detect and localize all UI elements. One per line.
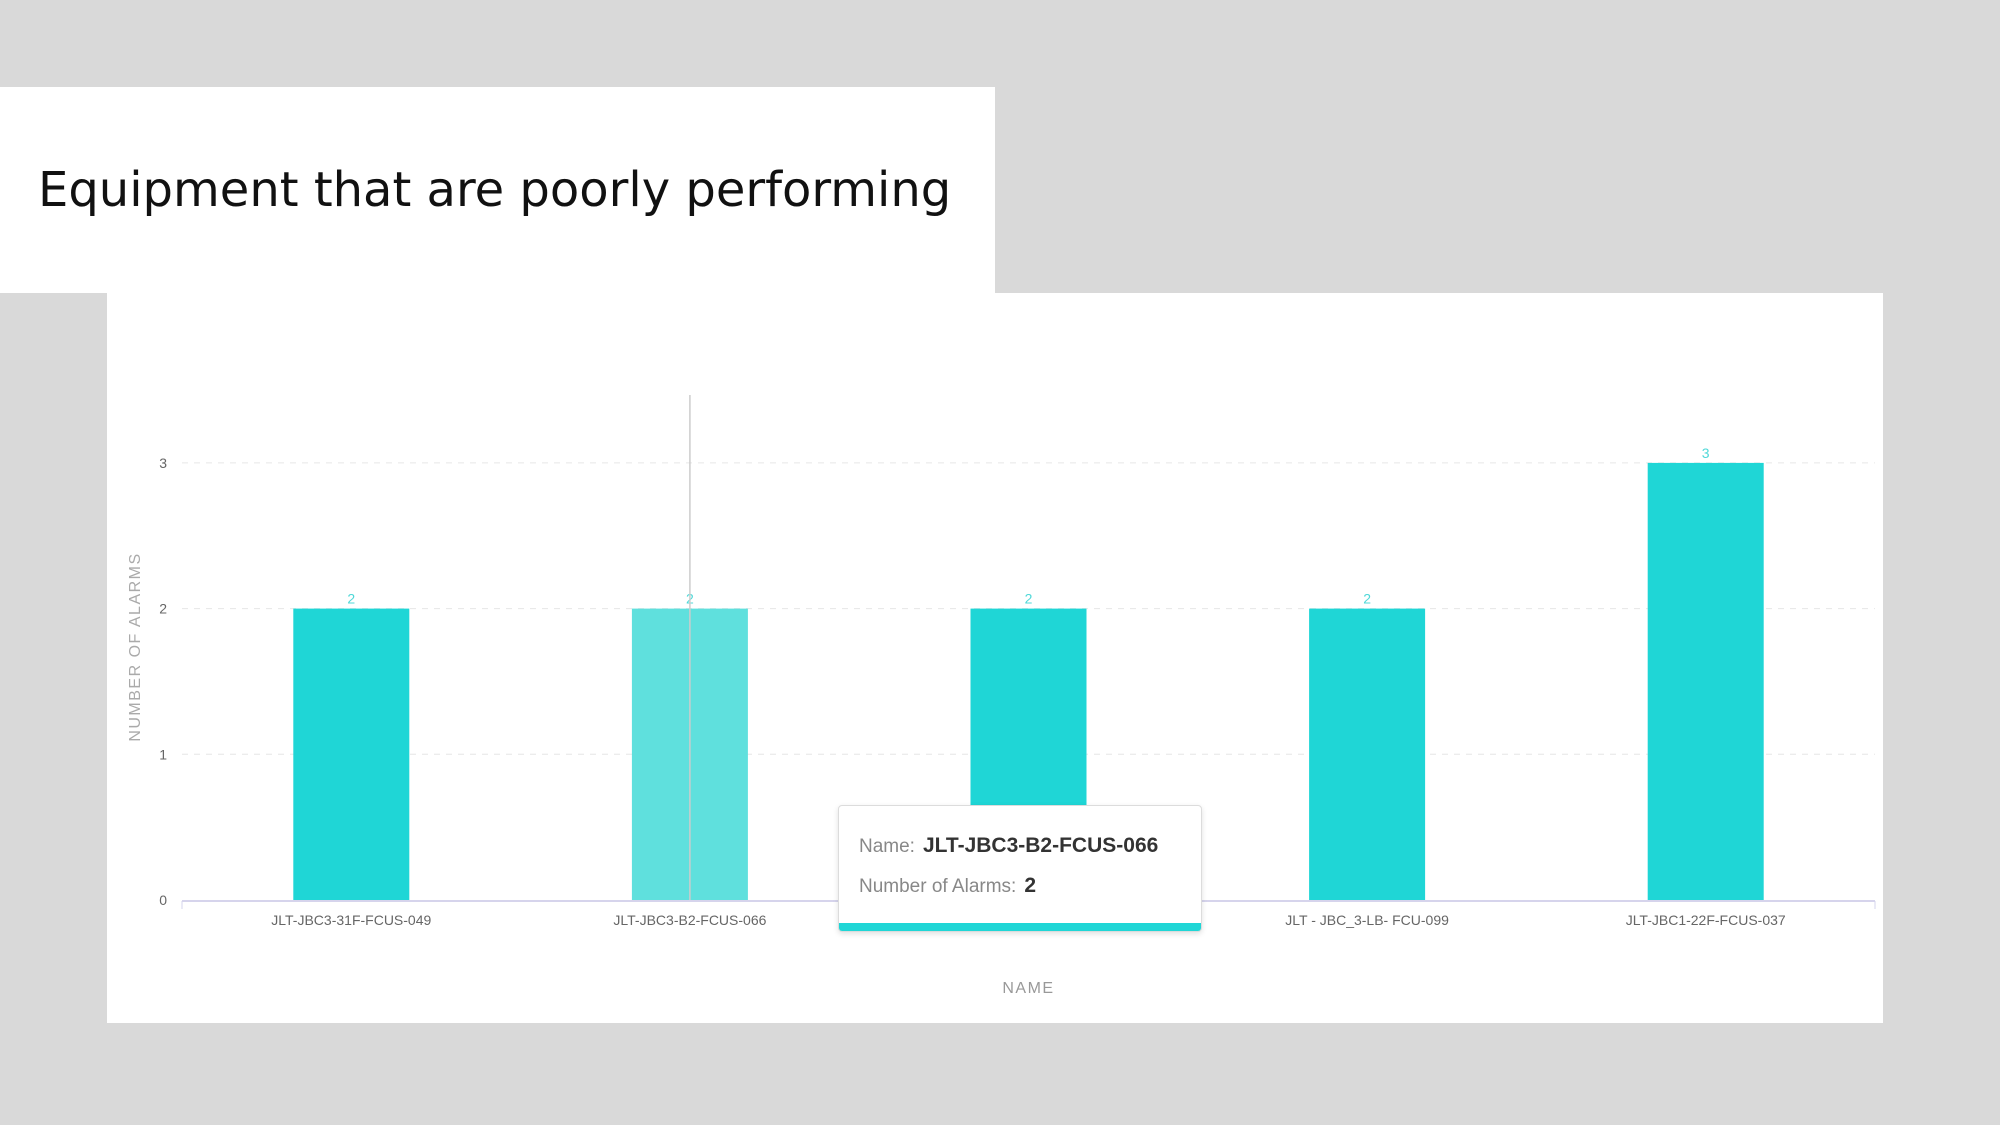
tooltip-alarms-value: 2 bbox=[1024, 874, 1037, 897]
bar-chart: 0 1 2 3 2 JLT-JBC3-31F-FCUS-049 2 JLT-JBC3-B2-F… bbox=[127, 395, 1876, 997]
bar bbox=[293, 608, 410, 900]
y-axis-title: NUMBER OF ALARMS bbox=[127, 552, 144, 741]
chart-tooltip: Name: JLT-JBC3-B2-FCUS-066 Number of Alar… bbox=[838, 805, 1202, 932]
y-tick-label: 3 bbox=[159, 455, 167, 471]
x-axis-title: NAME bbox=[1002, 980, 1054, 997]
tooltip-name-row: Name: JLT-JBC3-B2-FCUS-066 bbox=[859, 834, 1158, 858]
y-tick-label: 2 bbox=[159, 601, 167, 617]
bar-data-label: 2 bbox=[1025, 591, 1033, 607]
y-tick-label: 1 bbox=[159, 746, 167, 762]
tooltip-alarms-row: Number of Alarms: 2 bbox=[859, 874, 1036, 898]
bar bbox=[1309, 608, 1426, 900]
tooltip-name-label: Name: bbox=[859, 836, 915, 857]
title-card: Equipment that are poorly performing bbox=[0, 87, 995, 293]
slide-heading: Equipment that are poorly performing bbox=[38, 162, 952, 218]
bar bbox=[1647, 462, 1764, 900]
y-tick-label: 0 bbox=[159, 892, 167, 908]
x-tick-label: JLT - JBC_3-LB- FCU-099 bbox=[1285, 912, 1449, 928]
tooltip-accent-strip bbox=[839, 923, 1201, 931]
x-tick-label: JLT-JBC3-31F-FCUS-049 bbox=[271, 912, 431, 928]
tooltip-name-value: JLT-JBC3-B2-FCUS-066 bbox=[922, 834, 1159, 857]
bar-data-label: 3 bbox=[1702, 445, 1710, 461]
x-tick-label: JLT-JBC3-B2-FCUS-066 bbox=[613, 912, 766, 928]
bar-data-label: 2 bbox=[1363, 591, 1371, 607]
x-tick-label: JLT-JBC1-22F-FCUS-037 bbox=[1626, 912, 1786, 928]
tooltip-alarms-label: Number of Alarms: bbox=[859, 876, 1017, 897]
bar-data-label: 2 bbox=[347, 591, 355, 607]
